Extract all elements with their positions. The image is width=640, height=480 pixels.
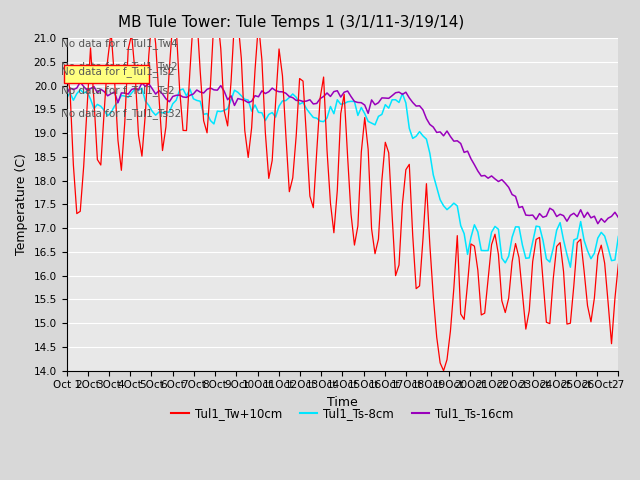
Tul1_Ts-8cm: [508, 234, 516, 240]
Tul1_Ts-8cm: [614, 234, 622, 240]
Text: No data for f_Tul1_Ts2: No data for f_Tul1_Ts2: [61, 84, 175, 96]
Tul1_Ts-16cm: [614, 215, 622, 220]
Tul1_Ts-8cm: [429, 172, 437, 178]
Tul1_Tw+10cm: [248, 125, 255, 131]
Tul1_Ts-16cm: [63, 91, 70, 96]
Tul1_Tw+10cm: [111, 76, 118, 82]
Tul1_Tw+10cm: [148, 12, 156, 17]
FancyBboxPatch shape: [64, 65, 149, 83]
Text: No data for f_Tul1_Tw2: No data for f_Tul1_Tw2: [61, 61, 178, 72]
Tul1_Tw+10cm: [508, 259, 516, 264]
Text: MB Tule Tower: Tule Temps 1 (3/1/11-3/19/14): MB Tule Tower: Tule Temps 1 (3/1/11-3/19…: [118, 15, 464, 30]
Tul1_Tw+10cm: [614, 261, 622, 267]
Tul1_Ts-8cm: [566, 264, 574, 270]
Tul1_Ts-16cm: [76, 79, 84, 85]
Tul1_Ts-16cm: [594, 221, 602, 227]
Tul1_Ts-8cm: [111, 103, 118, 109]
Tul1_Tw+10cm: [440, 368, 447, 373]
Tul1_Ts-16cm: [505, 184, 513, 190]
Tul1_Tw+10cm: [244, 155, 252, 160]
Text: No data for f_Tul1_Ts2: No data for f_Tul1_Ts2: [61, 66, 175, 77]
Tul1_Ts-8cm: [138, 85, 146, 91]
Text: No data for f_Tul1_Ts32: No data for f_Tul1_Ts32: [61, 108, 181, 119]
Tul1_Ts-16cm: [429, 124, 437, 130]
X-axis label: Time: Time: [327, 396, 358, 409]
Tul1_Tw+10cm: [63, 70, 70, 76]
Tul1_Ts-8cm: [248, 108, 255, 114]
Legend: Tul1_Tw+10cm, Tul1_Ts-8cm, Tul1_Ts-16cm: Tul1_Tw+10cm, Tul1_Ts-8cm, Tul1_Ts-16cm: [166, 402, 518, 425]
Tul1_Ts-16cm: [508, 192, 516, 197]
Text: No data for f_Tul1_Tw4: No data for f_Tul1_Tw4: [61, 38, 178, 49]
Line: Tul1_Tw+10cm: Tul1_Tw+10cm: [67, 14, 618, 371]
Tul1_Ts-8cm: [505, 253, 513, 259]
Line: Tul1_Ts-16cm: Tul1_Ts-16cm: [67, 82, 618, 224]
Y-axis label: Temperature (C): Temperature (C): [15, 154, 28, 255]
Line: Tul1_Ts-8cm: Tul1_Ts-8cm: [67, 88, 618, 267]
Tul1_Tw+10cm: [512, 240, 520, 246]
Tul1_Ts-16cm: [114, 100, 122, 106]
Tul1_Ts-8cm: [244, 97, 252, 103]
Tul1_Ts-8cm: [63, 95, 70, 101]
Tul1_Ts-16cm: [248, 98, 255, 104]
Tul1_Tw+10cm: [429, 293, 437, 299]
Tul1_Ts-16cm: [244, 100, 252, 106]
